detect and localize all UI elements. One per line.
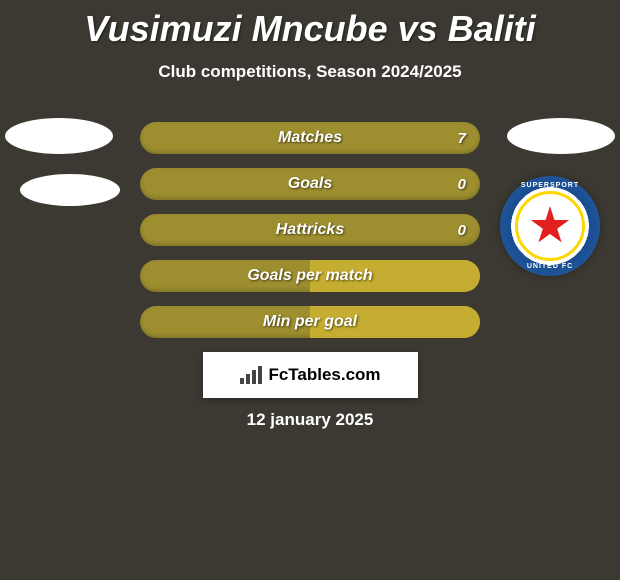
- stat-bar-value: 7: [458, 130, 466, 147]
- fctables-text: FcTables.com: [268, 365, 380, 385]
- stat-bar-label: Goals: [288, 175, 332, 193]
- club-badge-text-bottom: UNITED FC: [527, 263, 573, 270]
- icon-bar: [240, 378, 244, 384]
- fctables-badge: FcTables.com: [203, 352, 418, 398]
- stat-bar-label: Min per goal: [263, 313, 357, 331]
- bar-chart-icon: [240, 366, 262, 384]
- club-badge-text-top: SUPERSPORT: [521, 182, 579, 189]
- stat-bar-label: Goals per match: [247, 267, 372, 285]
- stat-bar: Goals per match: [140, 260, 480, 292]
- page-title: Vusimuzi Mncube vs Baliti: [0, 0, 620, 50]
- page-subtitle: Club competitions, Season 2024/2025: [0, 62, 620, 82]
- icon-bar: [258, 366, 262, 384]
- stat-bar-label: Hattricks: [276, 221, 344, 239]
- right-ellipse-1: [507, 118, 615, 154]
- stat-bar: Goals 0: [140, 168, 480, 200]
- stat-bar: Matches 7: [140, 122, 480, 154]
- club-badge-inner: [515, 191, 585, 261]
- stat-bar: Hattricks 0: [140, 214, 480, 246]
- icon-bar: [252, 370, 256, 384]
- stat-bar-value: 0: [458, 176, 466, 193]
- stat-bar: Min per goal: [140, 306, 480, 338]
- club-badge: SUPERSPORT UNITED FC: [500, 176, 600, 276]
- left-ellipse-2: [20, 174, 120, 206]
- date-text: 12 january 2025: [0, 410, 620, 430]
- icon-bar: [246, 374, 250, 384]
- stats-bars-container: Matches 7 Goals 0 Hattricks 0 Goals per match M…: [140, 122, 480, 352]
- stat-bar-value: 0: [458, 222, 466, 239]
- left-ellipse-1: [5, 118, 113, 154]
- star-icon: [530, 206, 570, 246]
- stat-bar-label: Matches: [278, 129, 342, 147]
